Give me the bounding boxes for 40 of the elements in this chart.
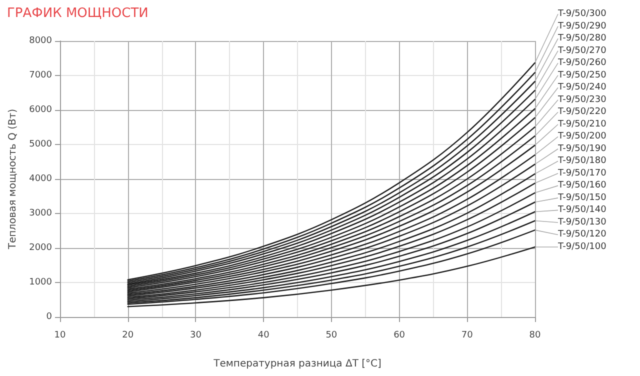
x-tick-label: 30 xyxy=(190,330,202,340)
text: T-9/50/230 xyxy=(557,94,607,105)
x-tick-label: 60 xyxy=(394,330,406,340)
x-tick-label: 70 xyxy=(461,330,474,340)
text: T-9/50/140 xyxy=(557,205,607,216)
text: T-9/50/120 xyxy=(557,230,607,240)
text: T-9/50/170 xyxy=(557,168,607,178)
y-tick-label: 4000 xyxy=(29,174,52,184)
x-tick-label: 10 xyxy=(54,330,66,340)
y-tick-label: 6000 xyxy=(29,105,52,115)
text: T-9/50/290 xyxy=(557,21,607,32)
text: T-9/50/190 xyxy=(557,144,607,154)
y-axis-title: Тепловая мощность Q (Вт) xyxy=(8,108,18,250)
text: T-9/50/160 xyxy=(557,180,607,191)
chart-title: ГРАФИК МОЩНОСТИ xyxy=(7,6,148,21)
text: T-9/50/250 xyxy=(557,70,607,80)
text: T-9/50/100 xyxy=(557,242,607,252)
x-tick-label: 40 xyxy=(258,330,270,340)
y-tick-label: 8000 xyxy=(29,36,52,46)
text: T-9/50/260 xyxy=(557,58,607,68)
x-tick-label: 20 xyxy=(122,330,134,340)
x-tick-label: 80 xyxy=(529,330,541,340)
text: T-9/50/210 xyxy=(557,119,607,130)
text: T-9/50/130 xyxy=(557,217,607,228)
text: T-9/50/300 xyxy=(557,9,607,19)
y-tick-label: 3000 xyxy=(29,208,52,218)
x-axis-title: Температурная разница ΔT [°C] xyxy=(212,358,382,370)
y-tick-label: 7000 xyxy=(29,70,52,80)
text: T-9/50/240 xyxy=(557,82,607,93)
y-tick-label: 2000 xyxy=(29,243,52,253)
text: T-9/50/220 xyxy=(557,107,607,118)
y-tick-label: 5000 xyxy=(29,140,52,150)
y-tick-label: 0 xyxy=(46,312,52,322)
text: T-9/50/200 xyxy=(557,132,607,142)
text: T-9/50/180 xyxy=(557,156,607,166)
text: T-9/50/150 xyxy=(557,192,607,203)
text: T-9/50/280 xyxy=(557,34,607,44)
x-tick-label: 50 xyxy=(326,330,338,340)
text: T-9/50/270 xyxy=(557,46,607,56)
y-tick-label: 1000 xyxy=(29,278,52,288)
